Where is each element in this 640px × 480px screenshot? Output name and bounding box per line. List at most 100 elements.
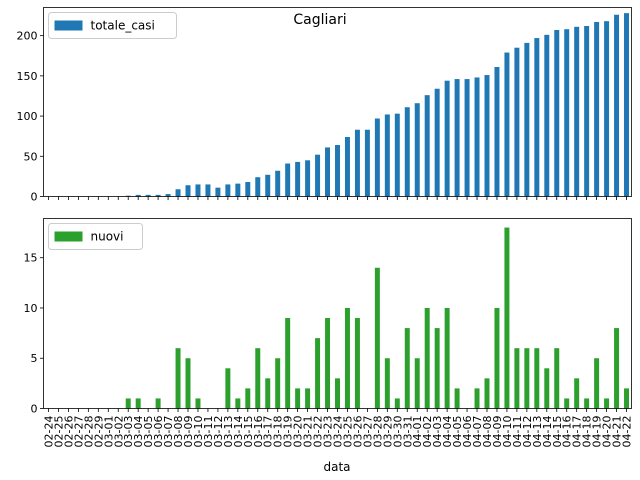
bar-totale_casi-03-10 (195, 184, 201, 197)
x-tick-label: 03-25 (341, 416, 354, 448)
legend-swatch (54, 20, 83, 31)
bar-totale_casi-03-26 (354, 129, 360, 197)
bar-nuovi-04-01 (414, 358, 420, 409)
bar-totale_casi-04-14 (544, 34, 550, 197)
bar-totale_casi-03-06 (155, 194, 161, 197)
bar-totale_casi-03-17 (265, 174, 271, 197)
bar-totale_casi-04-06 (464, 79, 470, 197)
bar-nuovi-04-11 (514, 348, 520, 409)
bar-nuovi-04-09 (494, 307, 500, 409)
bar-nuovi-04-07 (474, 388, 480, 409)
x-tick-label: 03-12 (212, 416, 225, 448)
x-tick-label: 02-29 (92, 416, 105, 448)
x-tick-label: 03-05 (142, 416, 155, 448)
x-tick-label: 04-14 (541, 416, 554, 448)
x-tick-label: 04-21 (611, 416, 624, 448)
bar-nuovi-04-12 (524, 348, 530, 409)
x-tick-label: 03-09 (182, 416, 195, 448)
y-tick-label: 150 (17, 70, 38, 83)
x-tick-label: 03-10 (192, 416, 205, 448)
bar-totale_casi-03-08 (175, 189, 181, 197)
bar-nuovi-03-30 (394, 398, 400, 409)
bar-totale_casi-03-28 (374, 118, 380, 197)
x-tick-label: 03-14 (232, 416, 245, 448)
bar-nuovi-04-21 (614, 328, 620, 409)
bar-totale_casi-03-22 (315, 154, 321, 197)
bar-totale_casi-03-27 (364, 129, 370, 197)
x-tick-label: 03-15 (242, 416, 255, 448)
x-tick-label: 04-10 (501, 416, 514, 448)
bar-totale_casi-04-05 (454, 79, 460, 197)
x-tick-label: 02-27 (72, 416, 85, 448)
bar-nuovi-03-22 (315, 338, 321, 409)
x-tick-label: 03-28 (371, 416, 384, 448)
x-tick-label: 04-05 (451, 416, 464, 448)
bar-nuovi-03-18 (275, 358, 281, 409)
bar-totale_casi-04-01 (414, 103, 420, 197)
x-tick-label: 03-03 (122, 416, 135, 448)
bar-nuovi-04-18 (584, 398, 590, 409)
x-tick-label: 02-28 (82, 416, 95, 448)
bar-totale_casi-03-14 (235, 183, 241, 197)
bar-totale_casi-03-24 (335, 145, 340, 197)
bar-totale_casi-03-04 (135, 194, 141, 197)
bottom-panel: 05101502-2402-2502-2602-2702-2802-2903-0… (24, 218, 634, 448)
bar-totale_casi-04-08 (484, 75, 490, 197)
x-axis-label: data (323, 460, 350, 474)
bar-nuovi-04-14 (544, 368, 550, 409)
legend-box (48, 223, 143, 250)
y-tick-label: 5 (31, 352, 38, 365)
bar-totale_casi-04-21 (614, 14, 620, 197)
bar-nuovi-04-02 (424, 307, 430, 409)
bar-nuovi-03-09 (185, 358, 191, 409)
x-tick-label: 02-26 (62, 416, 75, 448)
x-tick-label: 04-12 (521, 416, 534, 448)
x-tick-label: 04-19 (591, 416, 604, 448)
bar-nuovi-04-22 (624, 388, 630, 409)
bar-nuovi-03-29 (384, 358, 390, 409)
bar-nuovi-03-10 (195, 398, 201, 409)
bar-totale_casi-04-18 (584, 26, 590, 197)
y-tick-label: 10 (24, 302, 38, 315)
x-tick-label: 03-21 (302, 416, 315, 448)
bar-totale_casi-03-20 (295, 161, 301, 197)
bar-nuovi-03-17 (265, 378, 271, 409)
bar-totale_casi-03-11 (205, 184, 211, 197)
x-tick-label: 04-01 (411, 416, 424, 448)
x-tick-label: 03-19 (282, 416, 295, 448)
x-tick-label: 04-04 (441, 416, 454, 448)
x-tick-label: 04-03 (431, 416, 444, 448)
x-tick-label: 03-01 (102, 416, 115, 448)
bar-totale_casi-03-13 (225, 184, 231, 197)
bar-nuovi-04-10 (504, 227, 510, 409)
x-tick-label: 03-02 (112, 416, 125, 448)
x-tick-label: 04-16 (561, 416, 574, 448)
legend-label: totale_casi (91, 19, 155, 33)
bar-totale_casi-03-15 (245, 182, 251, 197)
bar-totale_casi-03-25 (344, 136, 350, 197)
bar-totale_casi-04-19 (594, 21, 600, 197)
bar-nuovi-03-24 (335, 378, 340, 409)
x-tick-label: 02-24 (42, 416, 55, 448)
bar-totale_casi-03-09 (185, 185, 191, 197)
y-tick-label: 0 (31, 403, 38, 416)
bar-totale_casi-03-16 (255, 177, 261, 197)
bar-nuovi-03-31 (404, 328, 410, 409)
bar-nuovi-03-20 (295, 388, 301, 409)
x-tick-label: 04-18 (581, 416, 594, 448)
bar-nuovi-03-28 (374, 267, 380, 409)
bar-totale_casi-03-07 (165, 194, 171, 197)
x-tick-label: 04-02 (421, 416, 434, 448)
x-tick-label: 03-31 (401, 416, 414, 448)
bar-nuovi-03-25 (344, 307, 350, 409)
chart-title: Cagliari (293, 12, 346, 28)
bar-totale_casi-03-21 (305, 160, 311, 197)
y-tick-label: 15 (24, 252, 38, 265)
bar-totale_casi-04-12 (524, 42, 530, 197)
bar-nuovi-03-15 (245, 388, 251, 409)
x-tick-label: 03-24 (332, 416, 345, 448)
legend-box (48, 12, 177, 39)
bar-totale_casi-04-07 (474, 77, 480, 197)
bar-nuovi-03-14 (235, 398, 241, 409)
bar-nuovi-03-04 (135, 398, 141, 409)
